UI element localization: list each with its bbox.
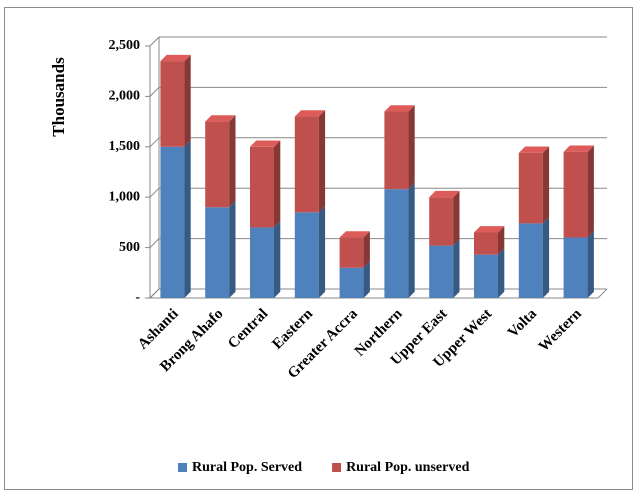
- bar: [294, 212, 319, 298]
- bar: [160, 61, 185, 147]
- grid-line: [149, 87, 160, 97]
- y-axis-label: Thousands: [49, 57, 68, 137]
- bar-top: [160, 54, 191, 62]
- bar-side: [274, 140, 281, 228]
- bar-top: [250, 140, 281, 147]
- bar: [250, 227, 274, 298]
- bar: [339, 267, 364, 298]
- legend-label: Rural Pop. unserved: [346, 460, 470, 475]
- bar-side: [318, 110, 326, 213]
- bar-side: [498, 248, 505, 298]
- bar: [384, 189, 409, 298]
- y-tick-label: -: [135, 290, 140, 305]
- bar: [518, 223, 543, 298]
- bar-side: [542, 217, 550, 298]
- bar-top: [563, 145, 594, 152]
- bar-side: [587, 145, 594, 238]
- bar: [294, 116, 319, 213]
- grid-line: [149, 187, 160, 198]
- bar: [339, 237, 364, 268]
- bar-top: [429, 190, 460, 198]
- bar-top: [294, 110, 326, 117]
- bar-side: [318, 206, 326, 298]
- legend-swatch: [178, 463, 187, 472]
- bar-side: [363, 261, 370, 298]
- bar: [205, 121, 230, 208]
- bar: [160, 146, 185, 298]
- grid-line: [149, 288, 160, 299]
- y-tick-label: 2,500: [109, 38, 141, 53]
- bar: [384, 111, 409, 190]
- legend-label: Rural Pop. Served: [192, 460, 302, 475]
- bar: [429, 245, 454, 298]
- bar: [474, 254, 498, 298]
- bar-side: [274, 221, 281, 298]
- floor: [597, 288, 608, 299]
- bar-top: [205, 115, 236, 122]
- legend-swatch: [332, 463, 342, 472]
- bar: [474, 232, 498, 255]
- bar: [429, 197, 454, 246]
- bar-side: [542, 146, 550, 224]
- bar-top: [339, 231, 370, 238]
- bar-side: [453, 190, 460, 246]
- grid-line: [149, 36, 160, 47]
- bar-side: [229, 200, 236, 298]
- bar-side: [453, 239, 460, 298]
- bar-top: [384, 105, 415, 112]
- y-tick-label: 2,000: [109, 89, 141, 104]
- grid-line: [149, 137, 160, 148]
- bar-side: [587, 231, 594, 298]
- bar-side: [363, 231, 370, 268]
- bar: [563, 151, 588, 238]
- bar-side: [408, 182, 415, 298]
- bar-side: [408, 105, 415, 190]
- y-tick-label: 1,000: [109, 189, 141, 204]
- bar-top: [474, 226, 505, 233]
- bar: [250, 146, 274, 228]
- bar-side: [184, 54, 191, 147]
- bar: [563, 237, 588, 298]
- bar-top: [518, 146, 550, 153]
- bar: [518, 152, 543, 224]
- bar-side: [184, 140, 191, 298]
- bar: [205, 207, 230, 298]
- bar-side: [498, 226, 505, 255]
- bar-side: [229, 115, 236, 208]
- y-tick-label: 1,500: [109, 139, 141, 154]
- grid-line: [149, 238, 160, 248]
- y-tick-label: 500: [119, 240, 140, 255]
